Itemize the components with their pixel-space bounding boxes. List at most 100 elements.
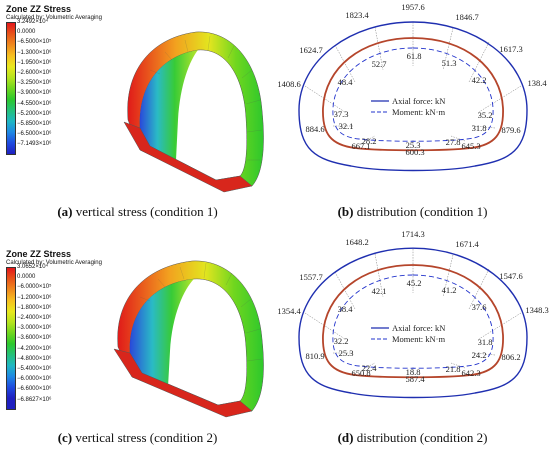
moment-label: 25.3 bbox=[339, 348, 354, 358]
legend-title: Zone ZZ Stress bbox=[6, 249, 72, 259]
moment-label: 42.2 bbox=[472, 75, 487, 85]
panel-b: Axial force: kN Moment: kN·m 1957.6 1846.7 1… bbox=[275, 0, 550, 227]
moment-label: 22.4 bbox=[362, 363, 378, 373]
axial-force-label: 138.4 bbox=[527, 78, 547, 88]
legend-tick-label: −3.9000×10⁶ bbox=[17, 90, 52, 97]
axial-force-label: 587.4 bbox=[405, 374, 425, 384]
axial-force-label: 1408.6 bbox=[277, 79, 300, 89]
caption-text: vertical stress (condition 2) bbox=[72, 430, 218, 445]
legend-tick-label: −2.6000×10⁶ bbox=[17, 70, 52, 76]
leader-line bbox=[478, 312, 522, 340]
legend-tick-label: −1.9500×10⁶ bbox=[17, 59, 52, 66]
moment-label: 35.2 bbox=[478, 110, 493, 120]
moment-label: 21.8 bbox=[446, 364, 461, 374]
lining-inner-wall bbox=[139, 50, 198, 160]
legend-tick-label: −4.8000×10⁶ bbox=[17, 355, 52, 362]
moment-label: 52.7 bbox=[372, 59, 387, 69]
lining-inner-wall bbox=[129, 279, 194, 387]
legend-tick-label: −4.2000×10⁶ bbox=[17, 345, 52, 352]
panel-c: Zone ZZ Stress Calculated by: Volumetric… bbox=[0, 227, 275, 454]
moment-label: 28.2 bbox=[362, 136, 377, 146]
axial-force-label: 1648.2 bbox=[345, 237, 368, 247]
axial-force-label: 810.9 bbox=[305, 351, 324, 361]
moment-label: 24.2 bbox=[472, 350, 487, 360]
legend-tick-label: −6.0000×10⁵ bbox=[17, 284, 52, 291]
moment-label: 37.3 bbox=[334, 109, 349, 119]
axial-force-envelope bbox=[298, 21, 528, 172]
invert-slab bbox=[113, 348, 253, 418]
caption-letter: (a) bbox=[57, 204, 73, 219]
panel-d: Axial force: kN Moment: kN·m 1714.3 1671.4 1… bbox=[275, 227, 550, 454]
legend-tick-label: −6.6000×10⁶ bbox=[17, 386, 52, 393]
panel-a: Zone ZZ Stress Calculated by: Volumetric… bbox=[0, 0, 275, 227]
moment-label: 61.8 bbox=[407, 51, 422, 61]
axial-force-label: 879.6 bbox=[501, 125, 520, 135]
legend-tick-label: −5.8500×10⁶ bbox=[17, 121, 52, 127]
caption-text: distribution (condition 1) bbox=[353, 204, 488, 219]
legend-tick-label: −3.0000×10⁶ bbox=[17, 325, 52, 332]
legend-tick-label: −3.2500×10⁶ bbox=[17, 80, 52, 87]
axial-force-label: 667.1 bbox=[351, 141, 370, 151]
leader-line bbox=[364, 135, 376, 142]
axial-force-label: 1617.3 bbox=[499, 44, 522, 54]
axial-force-label: 1348.3 bbox=[525, 305, 548, 315]
legend-label-axial: Axial force: kN bbox=[392, 323, 445, 333]
moment-curve bbox=[332, 47, 494, 142]
legend-tick-label: 0.0000 bbox=[17, 274, 36, 281]
moment-label: 32.2 bbox=[334, 336, 349, 346]
caption-d: (d) distribution (condition 2) bbox=[275, 430, 550, 446]
caption-b: (b) distribution (condition 1) bbox=[275, 204, 550, 220]
legend-tick-label: −3.6000×10⁶ bbox=[17, 335, 52, 342]
leader-line bbox=[472, 352, 496, 356]
axial-force-label: 1823.4 bbox=[345, 10, 369, 20]
caption-letter: (d) bbox=[337, 430, 354, 445]
legend-label-moment: Moment: kN·m bbox=[392, 334, 446, 344]
legend-title: Zone ZZ Stress bbox=[6, 4, 72, 14]
moment-label: 51.3 bbox=[442, 58, 457, 68]
axial-force-label: 1624.7 bbox=[299, 45, 322, 55]
moment-label: 42.1 bbox=[372, 286, 387, 296]
legend-label-axial: Axial force: kN bbox=[392, 96, 445, 106]
legend-tick-label: −7.1493×10⁶ bbox=[17, 141, 52, 148]
caption-a: (a) vertical stress (condition 1) bbox=[0, 204, 275, 220]
moment-label: 38.4 bbox=[338, 304, 354, 314]
leader-line bbox=[478, 85, 522, 113]
leader-line bbox=[364, 362, 376, 369]
legend-tick-label: 3.2492×10⁴ bbox=[17, 19, 49, 25]
leader-line bbox=[472, 125, 496, 129]
legend-tick-label: −6.0000×10⁶ bbox=[17, 376, 52, 383]
moment-label: 18.8 bbox=[406, 367, 421, 377]
legend-label-moment: Moment: kN·m bbox=[392, 107, 446, 117]
caption-letter: (b) bbox=[337, 204, 354, 219]
axial-force-envelope bbox=[298, 247, 528, 399]
legend-colorbar bbox=[6, 267, 16, 410]
lining-outline bbox=[322, 264, 504, 379]
axial-force-label: 1354.4 bbox=[277, 306, 301, 316]
legend-tick-label: −1.2000×10⁶ bbox=[17, 294, 52, 301]
legend-tick-label: −4.5500×10⁶ bbox=[17, 100, 52, 107]
lining-outline bbox=[322, 37, 504, 152]
axial-force-label: 650.8 bbox=[351, 368, 370, 378]
moment-label: 48.4 bbox=[338, 77, 354, 87]
moment-label: 45.2 bbox=[407, 278, 422, 288]
legend-tick-label: −5.2000×10⁶ bbox=[17, 110, 52, 117]
legend-tick-label: −1.3000×10⁶ bbox=[17, 49, 52, 56]
axial-force-label: 1547.6 bbox=[499, 271, 522, 281]
leader-lines bbox=[304, 22, 522, 146]
leader-line bbox=[374, 26, 384, 71]
caption-letter: (c) bbox=[57, 430, 73, 445]
axial-force-label: 642.3 bbox=[461, 368, 480, 378]
moment-curve bbox=[332, 274, 494, 369]
moment-label: 41.2 bbox=[442, 285, 457, 295]
leader-line bbox=[468, 41, 490, 83]
axial-force-label: 1557.7 bbox=[299, 272, 322, 282]
axial-force-label: 1671.4 bbox=[455, 239, 479, 249]
caption-c: (c) vertical stress (condition 2) bbox=[0, 430, 275, 446]
legend-tick-label: −2.4000×10⁶ bbox=[17, 315, 52, 321]
leader-line bbox=[442, 254, 454, 298]
legend-subtitle: Calculated by: Volumetric Averaging bbox=[6, 15, 102, 21]
